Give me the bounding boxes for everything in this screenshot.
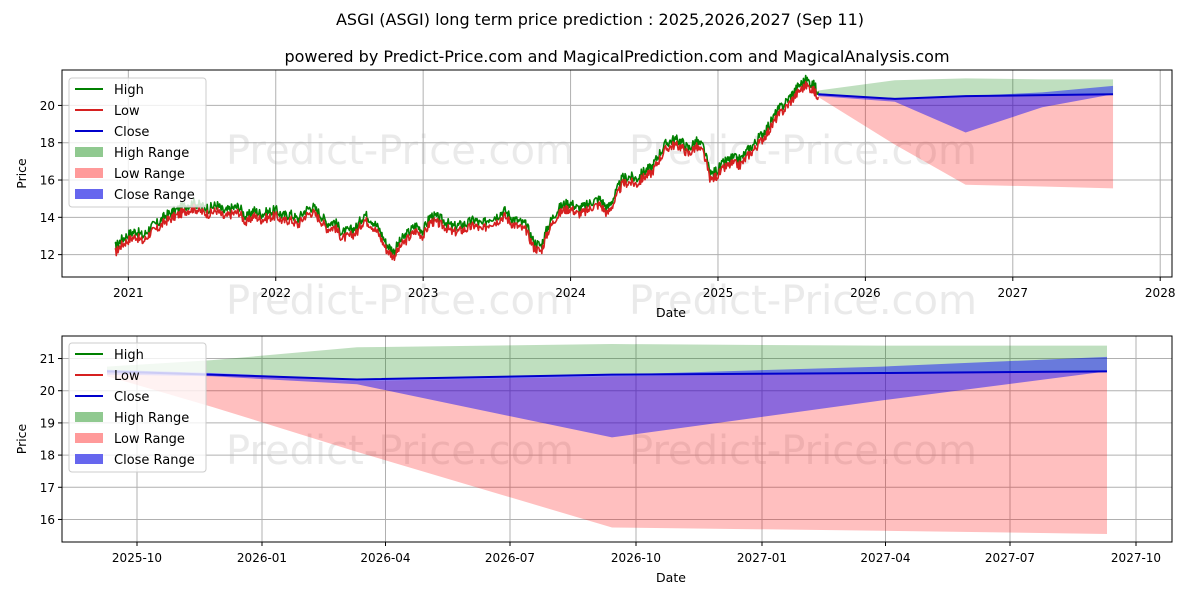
x-tick-label: 2026-04 [360,551,410,565]
legend-swatch-patch [75,412,103,422]
legend-swatch-patch [75,168,103,178]
axes-frame [61,69,1173,278]
legend-label: Close Range [114,453,195,468]
legend-box [68,77,207,208]
x-tick-label: 2026 [850,286,881,300]
close-range-band [107,356,1107,438]
y-tick-label: 21 [40,352,55,366]
x-tick-label: 2026-10 [611,551,661,565]
legend-swatch-patch [75,147,103,157]
y-tick-label: 19 [40,416,55,430]
legend-label: High Range [114,411,189,426]
plot-area [114,74,1114,262]
y-tick-label: 20 [40,99,55,113]
legend-label: Low Range [114,432,185,447]
legend-swatch-patch [75,454,103,464]
chart-subtitle: powered by Predict-Price.com and Magical… [284,47,949,66]
legend-label: Low [114,104,140,119]
y-tick-label: 18 [40,136,55,150]
x-axis-label: Date [656,570,686,585]
x-tick-label: 2025-10 [112,551,162,565]
y-tick-label: 16 [40,513,55,527]
low-range-band [818,94,1114,189]
close-forecast-line [818,93,1114,100]
legend: High Low Close High Range Low Range Close Ran… [68,77,207,208]
legend: High Low Close High Range Low Range Close Ran… [68,342,207,473]
legend-label: Close [114,125,149,140]
legend-swatch-patch [75,433,103,443]
legend-label: High [114,83,144,98]
axes-frame [61,335,1173,543]
close-range-band [818,85,1114,133]
y-axis-label: Price [14,423,29,454]
x-tick-label: 2027 [998,286,1029,300]
legend-label: Low [114,369,140,384]
low-series-line [114,80,819,262]
y-tick-label: 14 [40,211,55,225]
y-tick-label: 17 [40,481,55,495]
watermark-text: Predict-Price.com [629,428,977,474]
legend-label: Low Range [114,167,185,182]
low-range-band [107,371,1107,534]
legend-swatch-patch [75,189,103,199]
legend-label: Close Range [114,188,195,203]
watermark-text: Predict-Price.com [629,278,977,324]
watermark-text: Predict-Price.com [226,128,574,174]
y-tick-label: 16 [40,174,55,188]
x-tick-label: 2026-07 [485,551,535,565]
top-chart-panel: Predict-Price.com Predict-Price.com Predic… [14,69,1176,324]
x-tick-label: 2027-07 [985,551,1035,565]
plot-area [106,344,1108,534]
x-tick-label: 2027-04 [860,551,910,565]
x-tick-label: 2027-10 [1111,551,1161,565]
x-tick-label: 2027-01 [737,551,787,565]
x-tick-label: 2024 [555,286,586,300]
x-tick-label: 2025 [703,286,734,300]
legend-label: High Range [114,146,189,161]
x-axis-label: Date [656,305,686,320]
legend-label: High [114,348,144,363]
x-tick-label: 2028 [1145,286,1176,300]
bottom-chart-panel: Predict-Price.com Predict-Price.com 2025-1… [14,335,1173,585]
high-range-band [107,344,1107,380]
y-tick-label: 18 [40,449,55,463]
x-tick-label: 2021 [113,286,144,300]
y-tick-label: 20 [40,384,55,398]
chart-title: ASGI (ASGI) long term price prediction :… [336,10,864,29]
x-tick-label: 2023 [408,286,439,300]
x-tick-label: 2026-01 [237,551,287,565]
y-axis-label: Price [14,158,29,189]
watermark-text: Predict-Price.com [226,278,574,324]
legend-box [68,342,207,473]
watermark-text: Predict-Price.com [226,428,574,474]
legend-label: Close [114,390,149,405]
x-tick-label: 2022 [260,286,291,300]
grid [62,336,1172,542]
y-tick-label: 12 [40,248,55,262]
